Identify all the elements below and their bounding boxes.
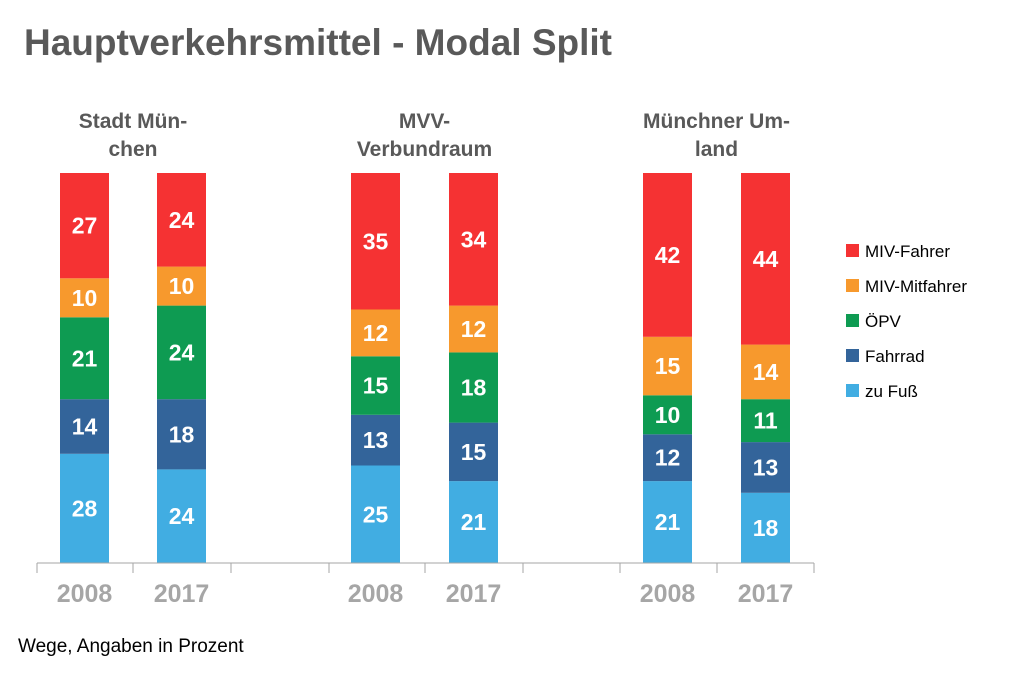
data-label: 13 bbox=[753, 454, 779, 480]
bar-segment bbox=[741, 344, 790, 400]
legend-swatch bbox=[846, 279, 859, 292]
bar-segment bbox=[449, 481, 498, 563]
group-title-line: Verbundraum bbox=[357, 138, 492, 161]
data-label: 18 bbox=[461, 375, 487, 401]
bar-segment bbox=[449, 422, 498, 482]
group-title-line: Münchner Um- bbox=[643, 110, 790, 133]
legend-label: MIV-Fahrer bbox=[865, 242, 950, 261]
bar-segment bbox=[157, 266, 206, 306]
legend-label: Fahrrad bbox=[865, 347, 925, 366]
footnote: Wege, Angaben in Prozent bbox=[18, 636, 244, 657]
data-label: 21 bbox=[72, 345, 98, 371]
data-label: 12 bbox=[461, 316, 487, 342]
data-label: 15 bbox=[363, 373, 389, 399]
x-axis: 2008 2017 2008 2017 2008 2017 bbox=[36, 562, 815, 608]
data-label: 21 bbox=[461, 509, 487, 535]
data-label: 15 bbox=[655, 353, 681, 379]
bar-segment bbox=[351, 309, 400, 357]
bar-segment bbox=[449, 305, 498, 353]
bar-segment bbox=[741, 173, 790, 345]
bar-segment bbox=[157, 399, 206, 470]
data-label: 12 bbox=[655, 445, 681, 471]
data-label: 35 bbox=[363, 228, 389, 254]
bar-segment bbox=[643, 481, 692, 563]
legend-label: ÖPV bbox=[865, 312, 902, 331]
group-titles: Stadt Mün-chen MVV- Verbundraum Münchner Um… bbox=[79, 110, 790, 161]
group-title-line: land bbox=[695, 138, 738, 161]
data-label: 18 bbox=[169, 421, 195, 447]
data-label: 14 bbox=[753, 359, 779, 385]
legend-label: MIV-Mitfahrer bbox=[865, 277, 967, 296]
data-label: 34 bbox=[461, 226, 487, 252]
data-label: 24 bbox=[169, 339, 195, 365]
x-tick-label: 2008 bbox=[57, 580, 113, 608]
bar-segment bbox=[351, 173, 400, 310]
data-label: 18 bbox=[753, 515, 779, 541]
data-label: 42 bbox=[655, 242, 681, 268]
data-label: 27 bbox=[72, 213, 98, 239]
data-label: 14 bbox=[72, 414, 98, 440]
legend: MIV-Fahrer MIV-Mitfahrer ÖPV Fahrrad zu Fuß bbox=[846, 242, 967, 401]
data-label: 13 bbox=[363, 427, 389, 453]
x-tick-label: 2017 bbox=[738, 580, 794, 608]
bar-segment bbox=[741, 399, 790, 443]
data-label: 28 bbox=[72, 495, 98, 521]
data-label: 10 bbox=[72, 285, 98, 311]
bar-segment bbox=[741, 492, 790, 563]
chart-title: Hauptverkehrsmittel - Modal Split bbox=[24, 22, 612, 63]
bar-segment bbox=[157, 305, 206, 400]
bar-segment bbox=[643, 434, 692, 482]
bar-segment bbox=[643, 173, 692, 337]
bar-segment bbox=[643, 336, 692, 396]
data-label: 25 bbox=[363, 501, 389, 527]
data-label: 12 bbox=[363, 320, 389, 346]
legend-swatch bbox=[846, 384, 859, 397]
bars: 28 14 21 10 27 24 18 24 10 24 25 13 15 12 35 21 15 18 12 34… bbox=[60, 173, 790, 563]
data-label: 11 bbox=[753, 408, 778, 434]
x-tick-label: 2017 bbox=[154, 580, 210, 608]
data-label: 24 bbox=[169, 207, 195, 233]
bar-segment bbox=[643, 395, 692, 435]
group-title-line: Stadt Mün- bbox=[79, 110, 187, 133]
bar-segment bbox=[157, 469, 206, 563]
data-label: 24 bbox=[169, 503, 195, 529]
bar-segment bbox=[60, 278, 109, 318]
legend-swatch bbox=[846, 244, 859, 257]
x-tick-label: 2008 bbox=[348, 580, 404, 608]
legend-swatch bbox=[846, 349, 859, 362]
bar-segment bbox=[351, 414, 400, 466]
data-label: 21 bbox=[655, 509, 681, 535]
bar-segment bbox=[60, 453, 109, 563]
bar-segment bbox=[741, 442, 790, 493]
bar-segment bbox=[449, 173, 498, 306]
group-title-line: MVV- bbox=[399, 110, 450, 133]
bar-segment bbox=[60, 173, 109, 279]
data-label: 10 bbox=[169, 273, 195, 299]
data-label: 10 bbox=[655, 402, 681, 428]
bar-segment bbox=[351, 356, 400, 415]
bar-segment bbox=[157, 173, 206, 267]
legend-label: zu Fuß bbox=[865, 382, 918, 401]
bar-segment bbox=[60, 317, 109, 400]
group-title-line: chen bbox=[108, 138, 157, 161]
x-tick-label: 2017 bbox=[446, 580, 502, 608]
legend-swatch bbox=[846, 314, 859, 327]
bar-segment bbox=[449, 352, 498, 423]
data-label: 15 bbox=[461, 439, 487, 465]
bar-segment bbox=[351, 465, 400, 563]
x-tick-label: 2008 bbox=[640, 580, 696, 608]
data-label: 44 bbox=[753, 246, 779, 272]
bar-segment bbox=[60, 399, 109, 454]
